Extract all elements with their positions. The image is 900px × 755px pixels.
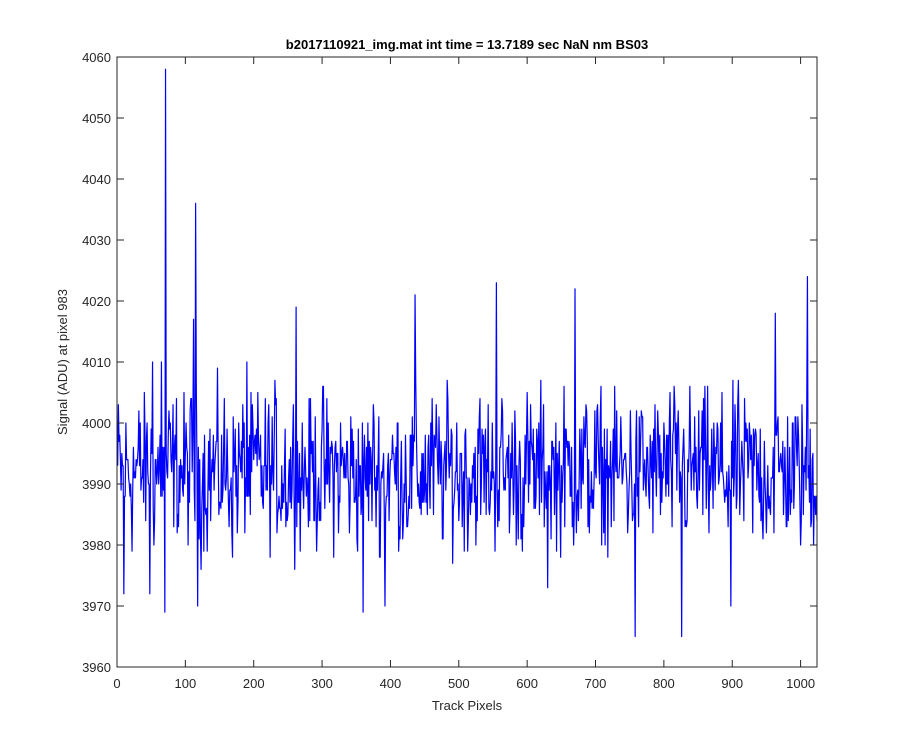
y-axis-label: Signal (ADU) at pixel 983 (55, 289, 70, 435)
y-tick-label: 3960 (82, 660, 111, 675)
x-tick-label: 700 (585, 676, 607, 691)
y-tick-label: 4030 (82, 233, 111, 248)
y-axis: 3960 3970 3980 3990 4000 4010 4020 4030 4040 4050… (82, 50, 817, 675)
y-tick-label: 4020 (82, 294, 111, 309)
plot-area (117, 57, 817, 667)
y-tick-label: 4050 (82, 111, 111, 126)
y-tick-label: 4000 (82, 416, 111, 431)
x-tick-label: 500 (448, 676, 470, 691)
x-tick-label: 100 (175, 676, 197, 691)
x-tick-label: 200 (243, 676, 265, 691)
x-tick-label: 800 (653, 676, 675, 691)
series-line (117, 68, 818, 638)
series-layer (117, 68, 818, 638)
chart-title: b2017110921_img.mat int time = 13.7189 s… (286, 37, 648, 52)
x-axis-label: Track Pixels (432, 698, 503, 713)
y-tick-label: 3990 (82, 477, 111, 492)
x-tick-label: 1000 (786, 676, 815, 691)
x-tick-label: 400 (380, 676, 402, 691)
x-tick-label: 300 (311, 676, 333, 691)
x-tick-label: 900 (721, 676, 743, 691)
y-tick-label: 3970 (82, 599, 111, 614)
x-tick-label: 0 (113, 676, 120, 691)
y-tick-label: 4010 (82, 355, 111, 370)
x-axis: 0 100 200 300 400 500 600 700 800 900 1000 (113, 57, 815, 691)
y-tick-label: 4040 (82, 172, 111, 187)
y-tick-label: 3980 (82, 538, 111, 553)
x-tick-label: 600 (516, 676, 538, 691)
y-tick-label: 4060 (82, 50, 111, 65)
